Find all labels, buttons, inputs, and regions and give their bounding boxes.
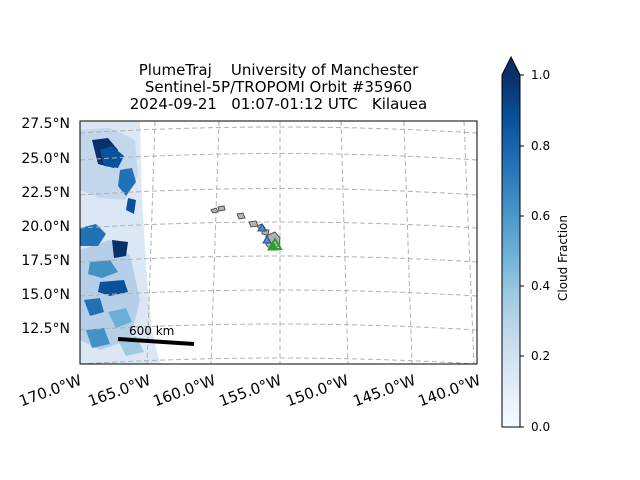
lat-label: 15.0°N: [21, 287, 70, 303]
lat-label: 17.5°N: [21, 253, 70, 269]
blue-triangle-marker: [257, 222, 267, 232]
cloud-fraction-swath: [80, 121, 160, 364]
colorbar-extend-arrow: [502, 57, 520, 75]
colorbar-label: Cloud Fraction: [556, 215, 570, 301]
lat-label: 27.5°N: [21, 116, 70, 132]
lat-label: 22.5°N: [21, 185, 70, 201]
gridlines: [79, 120, 478, 365]
colorbar-tick-label: 0.0: [531, 420, 551, 434]
colorbar: [502, 75, 520, 427]
colorbar-tick-label: 0.2: [531, 349, 551, 363]
scale-bar-label: 600 km: [129, 324, 175, 338]
colorbar-tick-label: 0.8: [531, 139, 551, 153]
lat-label: 12.5°N: [21, 321, 70, 337]
title-line-1: PlumeTraj University of Manchester: [138, 61, 419, 79]
title-line-2: Sentinel-5P/TROPOMI Orbit #35960: [144, 78, 413, 96]
colorbar-ticks: [520, 74, 524, 428]
colorbar-tick-label: 0.4: [531, 279, 551, 293]
volcano-markers: [257, 222, 283, 251]
title-line-3: 2024-09-21 01:07-01:12 UTC Kilauea: [129, 95, 428, 113]
colorbar-frame: [501, 55, 521, 428]
map-frame: [79, 120, 478, 365]
colorbar-tick-label: 0.6: [531, 209, 551, 223]
green-triangle-marker: [267, 241, 279, 251]
lat-label: 25.0°N: [21, 151, 70, 167]
lat-label: 20.0°N: [21, 219, 70, 235]
scale-bar: [117, 337, 195, 346]
colorbar-tick-label: 1.0: [531, 68, 551, 82]
blue-triangle-marker: [262, 234, 272, 244]
